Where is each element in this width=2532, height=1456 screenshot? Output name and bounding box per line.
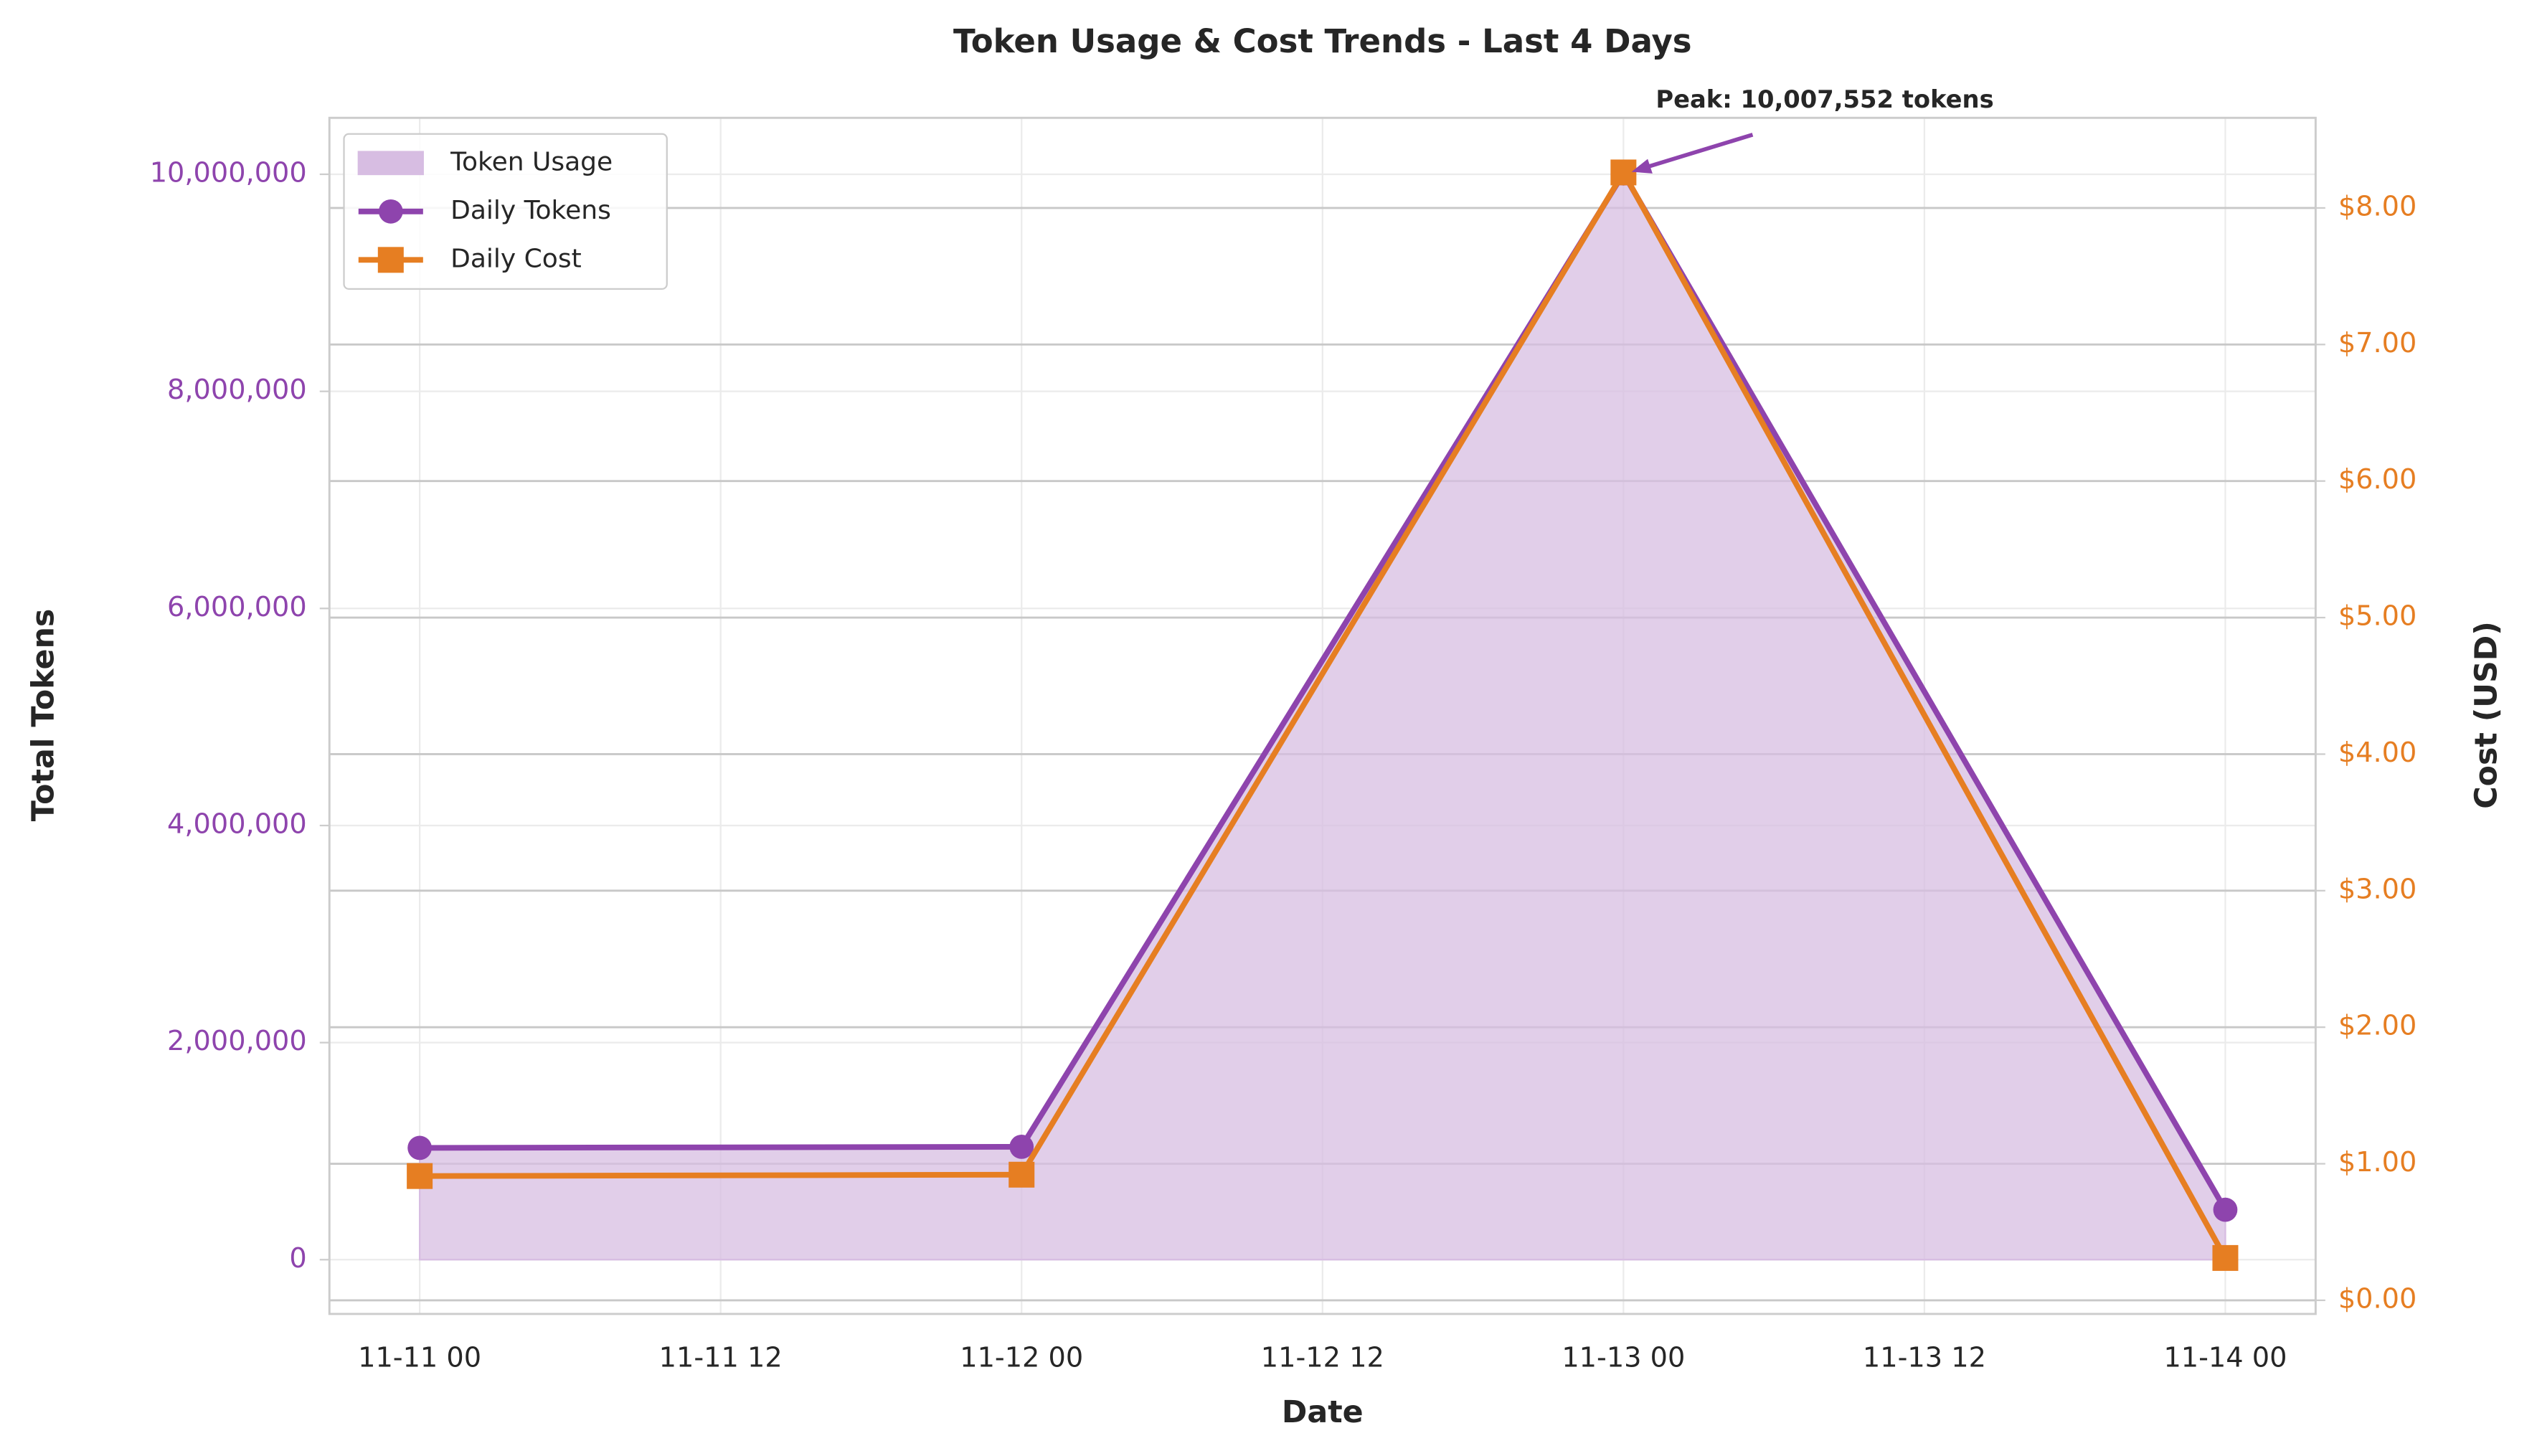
y2-tick-label: $4.00 bbox=[2338, 737, 2417, 769]
x-tick-label: 11-12 00 bbox=[960, 1341, 1083, 1374]
marker bbox=[407, 1135, 433, 1160]
legend-box bbox=[343, 133, 668, 290]
y-tick-label: 0 bbox=[289, 1242, 306, 1275]
y2-tick-label: $6.00 bbox=[2338, 463, 2417, 496]
legend-swatch bbox=[357, 151, 424, 176]
y2-tick-label: $7.00 bbox=[2338, 327, 2417, 359]
line bbox=[420, 166, 2228, 1259]
plot-frame bbox=[328, 116, 2317, 1315]
y2-tick-label: $5.00 bbox=[2338, 600, 2417, 633]
annotation: Peak: 10,007,552 tokens bbox=[1655, 85, 1993, 113]
legend-label: Daily Tokens bbox=[450, 196, 611, 225]
legend-marker bbox=[377, 247, 404, 273]
y2-tick-label: $8.00 bbox=[2338, 190, 2417, 222]
x-tick-label: 11-12 12 bbox=[1261, 1341, 1384, 1374]
legend: Token Usage Daily Tokens Daily Cost bbox=[343, 133, 668, 290]
y-tick-label: 6,000,000 bbox=[167, 591, 307, 623]
marker bbox=[1009, 1135, 1034, 1159]
x-tick-label: 11-13 12 bbox=[1863, 1341, 1986, 1374]
annotation-arrow bbox=[1635, 133, 1754, 173]
marker bbox=[1008, 1161, 1035, 1188]
x-axis-label: Date bbox=[1282, 1394, 1364, 1430]
x-tick-label: 11-11 12 bbox=[659, 1341, 783, 1374]
y-tick-label: 8,000,000 bbox=[167, 374, 307, 406]
y2-tick-label: $3.00 bbox=[2338, 873, 2417, 905]
y2-tick-label: $0.00 bbox=[2338, 1282, 2417, 1315]
x-tick-label: 11-13 00 bbox=[1562, 1341, 1685, 1374]
y-tick-label: 2,000,000 bbox=[167, 1025, 307, 1057]
y-tick-label: 4,000,000 bbox=[167, 808, 307, 840]
y2-axis-label: Cost (USD) bbox=[2469, 621, 2505, 809]
legend-label: Daily Cost bbox=[450, 244, 582, 273]
marker bbox=[1610, 159, 1637, 186]
line bbox=[420, 168, 2228, 1211]
legend-marker bbox=[378, 199, 403, 224]
x-tick-label: 11-14 00 bbox=[2163, 1341, 2287, 1374]
annotation-arrowhead bbox=[1631, 159, 1653, 174]
y-tick-label: 10,000,000 bbox=[150, 156, 307, 189]
y2-tick-label: $1.00 bbox=[2338, 1146, 2417, 1178]
legend-label: Token Usage bbox=[450, 147, 613, 176]
y-axis-label: Total Tokens bbox=[26, 609, 62, 822]
chart-title: Token Usage & Cost Trends - Last 4 Days bbox=[953, 22, 1692, 60]
marker bbox=[407, 1163, 433, 1189]
y2-tick-label: $2.00 bbox=[2338, 1010, 2417, 1042]
marker bbox=[2213, 1197, 2238, 1222]
marker bbox=[2212, 1244, 2239, 1271]
x-tick-label: 11-11 00 bbox=[358, 1341, 481, 1374]
